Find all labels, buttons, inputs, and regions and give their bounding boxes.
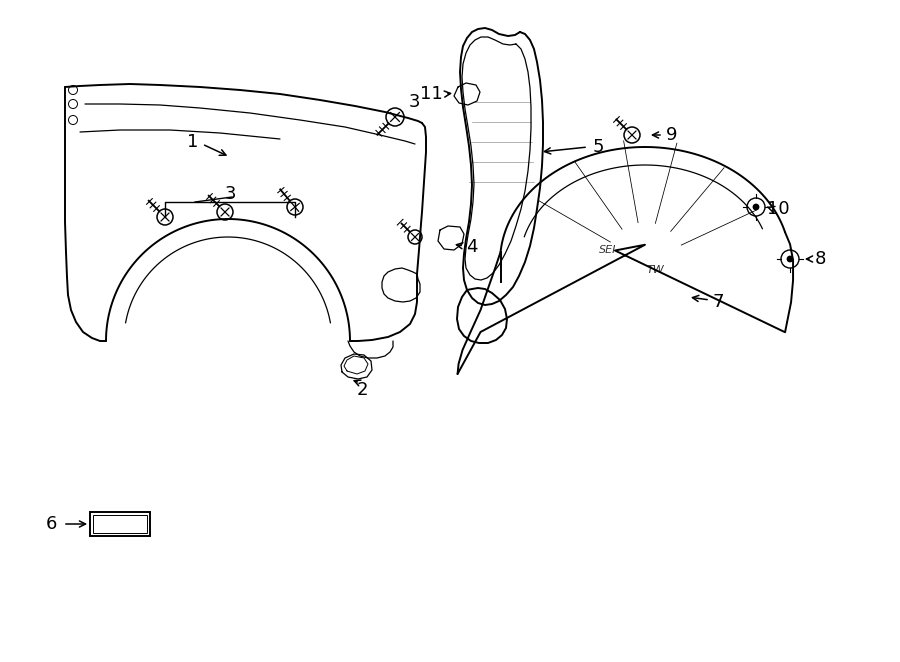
Text: 1: 1 xyxy=(187,133,199,151)
Text: SEI: SEI xyxy=(599,245,616,255)
Text: 6: 6 xyxy=(46,515,57,533)
Text: 9: 9 xyxy=(666,126,678,144)
Text: 8: 8 xyxy=(814,250,825,268)
Text: 10: 10 xyxy=(767,200,789,218)
Text: 3: 3 xyxy=(409,93,419,111)
Circle shape xyxy=(788,256,793,261)
Text: 5: 5 xyxy=(592,138,604,156)
Text: 7: 7 xyxy=(712,293,724,311)
Text: 2: 2 xyxy=(356,381,368,399)
Text: 11: 11 xyxy=(420,85,443,103)
Bar xyxy=(90,512,150,536)
Circle shape xyxy=(753,205,759,210)
Bar xyxy=(93,515,147,533)
Text: 3: 3 xyxy=(224,185,236,203)
Text: TW: TW xyxy=(646,265,664,275)
Text: 4: 4 xyxy=(466,238,478,256)
